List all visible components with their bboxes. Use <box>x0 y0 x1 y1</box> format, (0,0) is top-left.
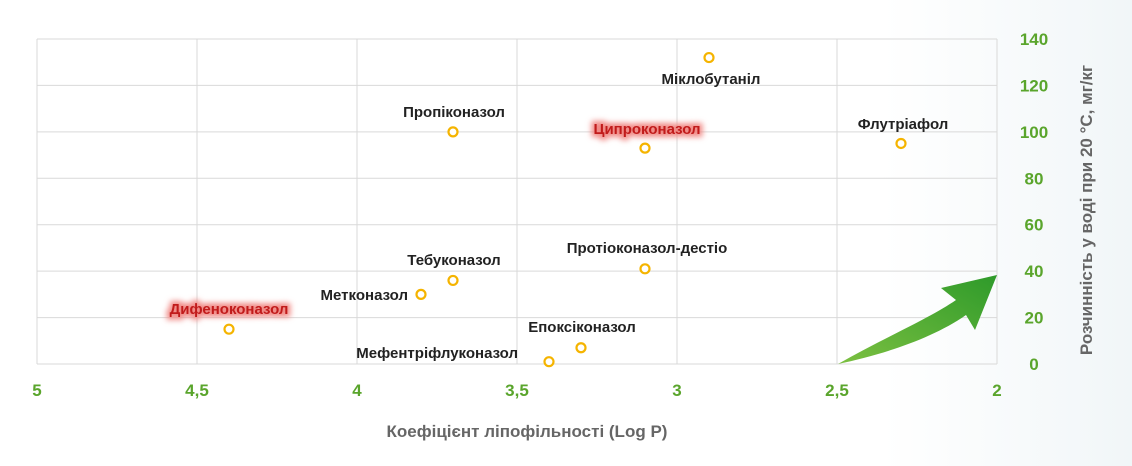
y-tick-label: 80 <box>1025 169 1044 188</box>
data-point <box>639 142 651 154</box>
y-tick-label: 40 <box>1025 262 1044 281</box>
data-point <box>447 274 459 287</box>
data-point <box>223 323 235 335</box>
x-tick-label: 2,5 <box>825 381 849 400</box>
point-label: Міклобутаніл <box>662 71 761 88</box>
grid <box>36 38 998 365</box>
point-label: Протіоконазол-дестіо <box>567 240 728 257</box>
data-point <box>703 51 715 64</box>
y-tick-label: 20 <box>1025 309 1044 328</box>
y-tick-label: 120 <box>1020 76 1048 95</box>
trend-arrow <box>838 275 997 364</box>
y-tick-label: 140 <box>1020 30 1048 49</box>
x-tick-label: 5 <box>32 381 41 400</box>
y-tick-label: 0 <box>1029 355 1038 374</box>
point-label: Мефентріфлуконазол <box>356 345 518 362</box>
x-tick-label: 4,5 <box>185 381 209 400</box>
point-label: Метконазол <box>321 287 408 304</box>
point-label: Ципроконазол <box>593 121 700 138</box>
point-label: Дифеноконазол <box>170 301 289 318</box>
x-tick-label: 3,5 <box>505 381 529 400</box>
y-tick-label: 100 <box>1020 123 1048 142</box>
point-labels: МіклобутанілПропіконазолЦипроконазолЦипр… <box>167 71 949 362</box>
point-label: Тебуконазол <box>407 252 500 269</box>
point-label-glow: Дифеноконазол <box>170 301 289 318</box>
point-label: Флутріафол <box>858 116 949 133</box>
data-points <box>223 51 907 368</box>
x-tick-label: 2 <box>992 381 1001 400</box>
x-axis-title: Коефіцієнт ліпофільності (Log P) <box>387 422 668 441</box>
data-point <box>415 288 427 300</box>
y-tick-labels: 0 20 40 60 80 100 120 140 <box>1020 30 1048 374</box>
point-label-glow: Ципроконазол <box>593 121 700 138</box>
data-point <box>447 126 459 138</box>
x-tick-label: 3 <box>672 381 681 400</box>
y-axis-title: Розчинність у воді при 20 °C, мг/кг <box>1077 65 1096 355</box>
data-point <box>895 137 907 150</box>
data-point <box>543 356 555 368</box>
x-tick-label: 4 <box>352 381 362 400</box>
y-tick-label: 60 <box>1025 216 1044 235</box>
arrow-shape <box>838 275 997 364</box>
point-label: Пропіконазол <box>403 104 505 121</box>
point-label: Епоксіконазол <box>528 319 636 336</box>
data-point <box>575 342 587 354</box>
x-tick-labels: 5 4,5 4 3,5 3 2,5 2 <box>32 381 1001 400</box>
data-point <box>639 263 651 275</box>
